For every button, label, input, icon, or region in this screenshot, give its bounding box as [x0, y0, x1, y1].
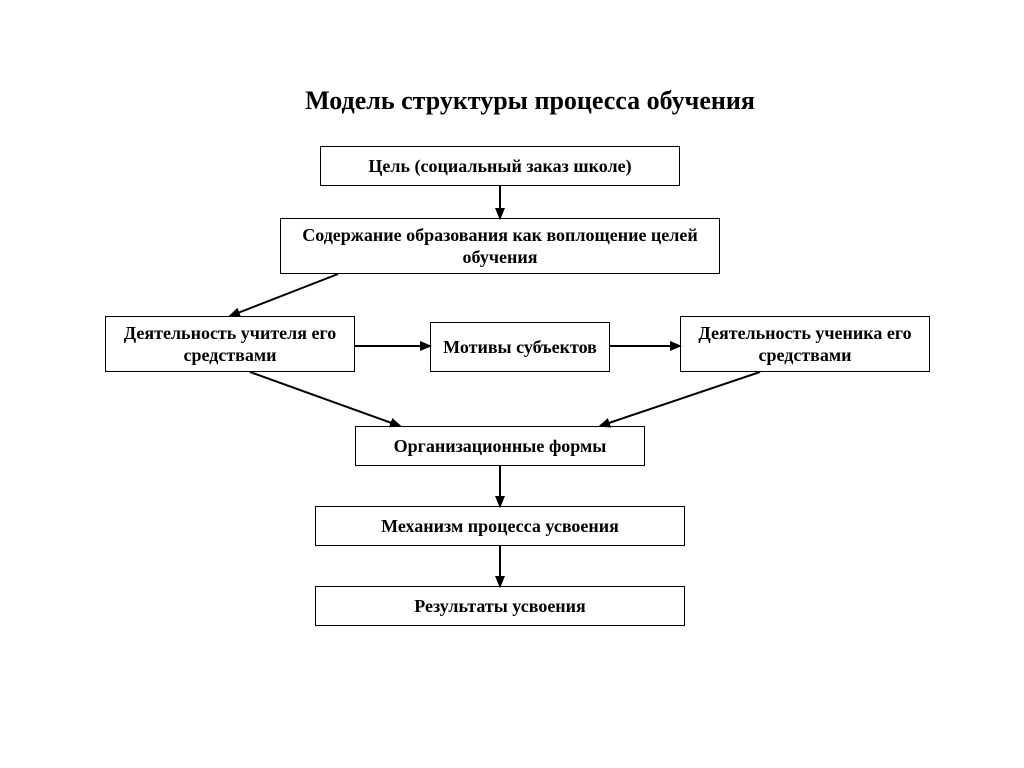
node-motives: Мотивы субъектов: [430, 322, 610, 372]
node-forms: Организационные формы: [355, 426, 645, 466]
node-forms-label: Организационные формы: [394, 435, 607, 458]
node-result: Результаты усвоения: [315, 586, 685, 626]
node-motives-label: Мотивы субъектов: [443, 336, 597, 359]
node-teacher-label: Деятельность учителя его средствами: [114, 322, 346, 367]
diagram-canvas: Модель структуры процесса обучения Цель …: [0, 0, 1024, 768]
node-student-label: Деятельность ученика его средствами: [689, 322, 921, 367]
edge-teacher-to-forms: [250, 372, 400, 426]
node-content-label: Содержание образования как воплощение це…: [289, 224, 711, 269]
node-teacher: Деятельность учителя его средствами: [105, 316, 355, 372]
node-goal: Цель (социальный заказ школе): [320, 146, 680, 186]
diagram-title: Модель структуры процесса обучения: [270, 86, 790, 116]
edge-content-to-teacher: [230, 274, 338, 316]
node-student: Деятельность ученика его средствами: [680, 316, 930, 372]
node-mech: Механизм процесса усвоения: [315, 506, 685, 546]
edge-student-to-forms: [600, 372, 760, 426]
node-content: Содержание образования как воплощение це…: [280, 218, 720, 274]
node-result-label: Результаты усвоения: [414, 595, 586, 618]
node-goal-label: Цель (социальный заказ школе): [368, 155, 631, 178]
node-mech-label: Механизм процесса усвоения: [381, 515, 619, 538]
